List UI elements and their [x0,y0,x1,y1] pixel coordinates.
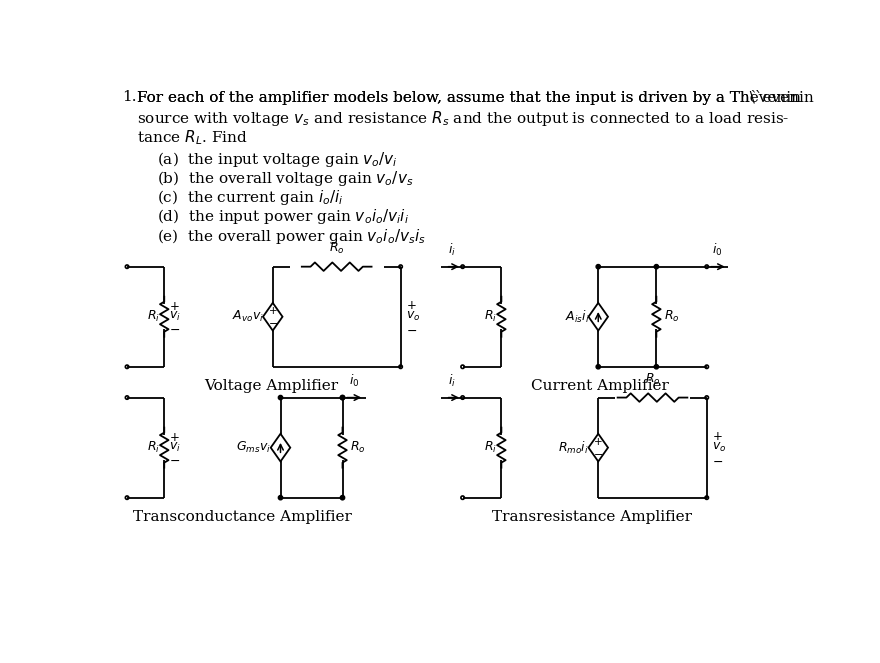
Text: $R_o$: $R_o$ [664,309,679,324]
Text: $+$: $+$ [406,300,416,312]
Text: $R_{mo}i_i$: $R_{mo}i_i$ [558,440,589,455]
Text: $R_i$: $R_i$ [147,309,159,324]
Text: $G_{ms}v_i$: $G_{ms}v_i$ [237,440,271,455]
Text: $-$: $-$ [712,455,723,468]
Text: $R_i$: $R_i$ [484,309,496,324]
Text: $-$: $-$ [169,324,180,336]
Text: (e)  the overall power gain $v_oi_o/v_si_s$: (e) the overall power gain $v_oi_o/v_si_… [157,227,425,245]
Text: $i_0$: $i_0$ [713,242,722,258]
Circle shape [596,365,600,369]
Circle shape [596,265,600,269]
Text: (c)  the current gain $i_o/i_i$: (c) the current gain $i_o/i_i$ [157,188,343,207]
Text: $R_o$: $R_o$ [645,372,660,387]
Text: For each of the amplifier models below, assume that the input is driven by a Th\: For each of the amplifier models below, … [137,90,814,105]
Text: $v_o$: $v_o$ [712,441,727,454]
Circle shape [341,395,345,400]
Text: $v_i$: $v_i$ [169,441,180,454]
Text: For each of the amplifier models below, assume that the input is driven by a Thè: For each of the amplifier models below, … [137,90,801,105]
Text: $+$: $+$ [169,431,180,444]
Text: (d)  the input power gain $v_oi_o/v_ii_i$: (d) the input power gain $v_oi_o/v_ii_i$ [157,208,408,226]
Text: tance $R_L$. Find: tance $R_L$. Find [137,128,248,147]
Text: $A_{vo}v_i$: $A_{vo}v_i$ [231,309,263,324]
Text: $+$: $+$ [268,306,277,316]
Text: $v_o$: $v_o$ [406,310,421,324]
Circle shape [278,395,282,400]
Text: $R_i$: $R_i$ [147,440,159,455]
Text: $-$: $-$ [406,324,417,337]
Text: $i_i$: $i_i$ [448,373,456,389]
Text: $R_o$: $R_o$ [350,440,366,455]
Text: $+$: $+$ [169,300,180,313]
Text: source with voltage $v_s$ and resistance $R_s$ and the output is connected to a : source with voltage $v_s$ and resistance… [137,109,789,128]
Circle shape [341,495,345,500]
Text: $A_{is}i_i$: $A_{is}i_i$ [565,309,589,325]
Text: Transresistance Amplifier: Transresistance Amplifier [493,510,693,524]
Circle shape [654,365,658,369]
Text: $R_i$: $R_i$ [484,440,496,455]
Text: $+$: $+$ [712,430,722,444]
Text: Voltage Amplifier: Voltage Amplifier [204,379,339,393]
Text: $v_i$: $v_i$ [169,310,180,324]
Text: $i_0$: $i_0$ [348,373,359,389]
Text: Current Amplifier: Current Amplifier [532,379,669,393]
Text: $-$: $-$ [268,317,278,327]
Text: $+$: $+$ [593,436,603,448]
Text: Transconductance Amplifier: Transconductance Amplifier [133,510,352,524]
Text: $-$: $-$ [593,448,604,458]
Text: (b)  the overall voltage gain $v_o/v_s$: (b) the overall voltage gain $v_o/v_s$ [157,169,413,188]
Circle shape [278,495,282,500]
Text: $-$: $-$ [169,454,180,467]
Text: $i_i$: $i_i$ [448,242,456,258]
Text: 1.: 1. [121,90,136,103]
Circle shape [654,265,658,269]
Circle shape [341,395,345,400]
Text: (a)  the input voltage gain $v_o/v_i$: (a) the input voltage gain $v_o/v_i$ [157,150,397,168]
Text: $R_o$: $R_o$ [329,241,344,256]
